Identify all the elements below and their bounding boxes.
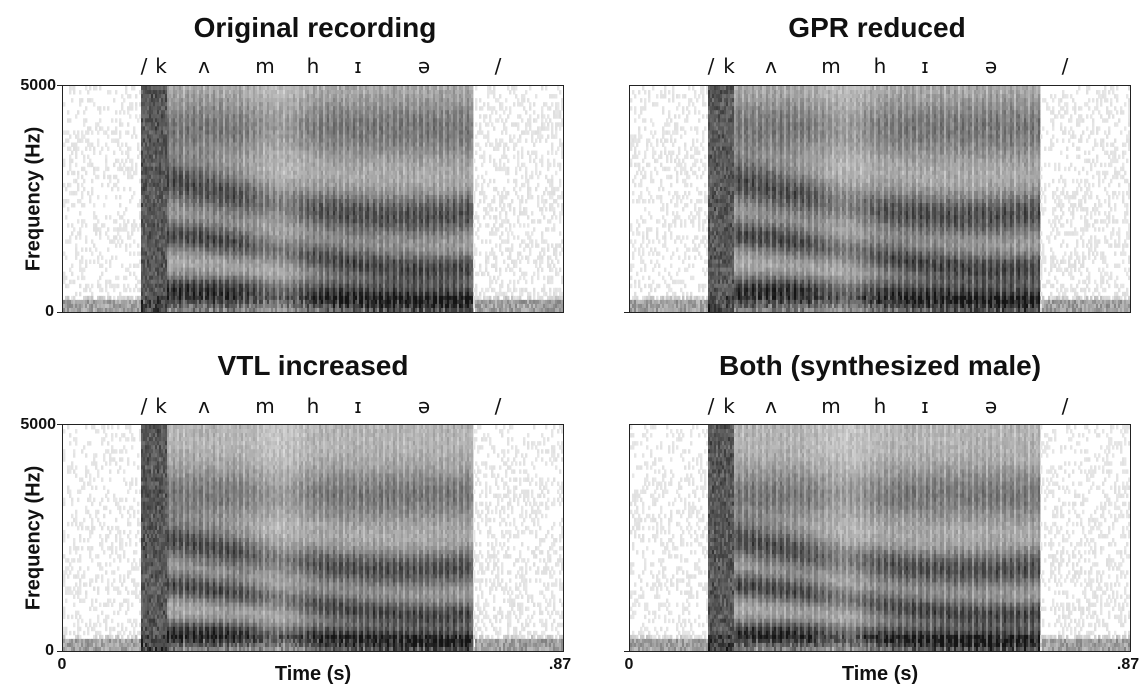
spectrogram-plot xyxy=(62,424,564,652)
spectrogram-image xyxy=(630,86,1130,312)
spectrogram-image xyxy=(63,86,563,312)
x-tick-label-max: .87 xyxy=(549,656,571,674)
spectrogram-image xyxy=(63,425,563,651)
phoneme-label: / xyxy=(141,394,148,418)
y-tick-mark xyxy=(57,312,62,313)
panel-title: GPR reduced xyxy=(788,12,965,44)
phoneme-label: / xyxy=(495,54,502,78)
x-tick-label-min: 0 xyxy=(625,656,634,674)
phoneme-label: k xyxy=(155,54,167,78)
y-tick-label-max: 5000 xyxy=(0,77,56,95)
phoneme-label: / xyxy=(1062,54,1069,78)
phoneme-label: ɪ xyxy=(921,54,928,78)
x-tick-label-max: .87 xyxy=(1117,656,1139,674)
phoneme-label: m xyxy=(821,54,840,78)
spectrogram-cells xyxy=(630,425,1130,651)
phoneme-label: k xyxy=(155,394,167,418)
phoneme-label: m xyxy=(255,54,274,78)
phoneme-label: ʌ xyxy=(765,54,777,78)
y-tick-label-min: 0 xyxy=(0,642,54,660)
spectrogram-plot xyxy=(629,85,1131,313)
phoneme-row: / k ʌ m h ɪ ə / xyxy=(0,394,1148,418)
phoneme-label: ə xyxy=(418,394,430,418)
phoneme-label: ə xyxy=(985,394,997,418)
phoneme-label: / xyxy=(708,394,715,418)
phoneme-label: m xyxy=(255,394,274,418)
phoneme-label: h xyxy=(307,394,320,418)
y-tick-label-min: 0 xyxy=(0,303,54,321)
spectrogram-cells xyxy=(63,425,563,651)
phoneme-label: ʌ xyxy=(198,394,210,418)
phoneme-label: ɪ xyxy=(921,394,928,418)
phoneme-label: / xyxy=(708,54,715,78)
phoneme-row: / k ʌ m h ɪ ə / xyxy=(0,54,600,78)
phoneme-label: h xyxy=(307,54,320,78)
phoneme-label: / xyxy=(1062,394,1069,418)
phoneme-label: ə xyxy=(985,54,997,78)
y-tick-mark xyxy=(624,312,629,313)
phoneme-label: h xyxy=(874,394,887,418)
panel-title: Both (synthesized male) xyxy=(719,350,1041,382)
x-axis-label: Time (s) xyxy=(275,663,351,686)
spectrogram-cells xyxy=(630,86,1130,312)
y-tick-label-max: 5000 xyxy=(0,416,56,434)
phoneme-label: m xyxy=(821,394,840,418)
y-tick-mark xyxy=(57,651,62,652)
phoneme-row: / k ʌ m h ɪ ə / xyxy=(0,394,600,418)
phoneme-label: ʌ xyxy=(765,394,777,418)
phoneme-label: ʌ xyxy=(198,54,210,78)
spectrogram-cells xyxy=(63,86,563,312)
phoneme-label: / xyxy=(495,394,502,418)
phoneme-row: / k ʌ m h ɪ ə / xyxy=(0,54,1148,78)
y-tick-mark xyxy=(57,85,62,86)
phoneme-label: ə xyxy=(418,54,430,78)
y-tick-mark xyxy=(624,651,629,652)
x-tick-label-min: 0 xyxy=(58,656,67,674)
spectrogram-image xyxy=(630,425,1130,651)
panel-title: VTL increased xyxy=(218,350,409,382)
spectrogram-plot xyxy=(629,424,1131,652)
phoneme-label: / xyxy=(141,54,148,78)
phoneme-label: k xyxy=(723,54,735,78)
y-tick-mark xyxy=(57,424,62,425)
spectrogram-plot xyxy=(62,85,564,313)
x-axis-label: Time (s) xyxy=(842,663,918,686)
phoneme-label: ɪ xyxy=(354,394,361,418)
y-axis-label: Frequency (Hz) xyxy=(23,466,46,610)
phoneme-label: h xyxy=(874,54,887,78)
phoneme-label: k xyxy=(723,394,735,418)
phoneme-label: ɪ xyxy=(354,54,361,78)
panel-title: Original recording xyxy=(194,12,437,44)
y-axis-label: Frequency (Hz) xyxy=(23,127,46,271)
